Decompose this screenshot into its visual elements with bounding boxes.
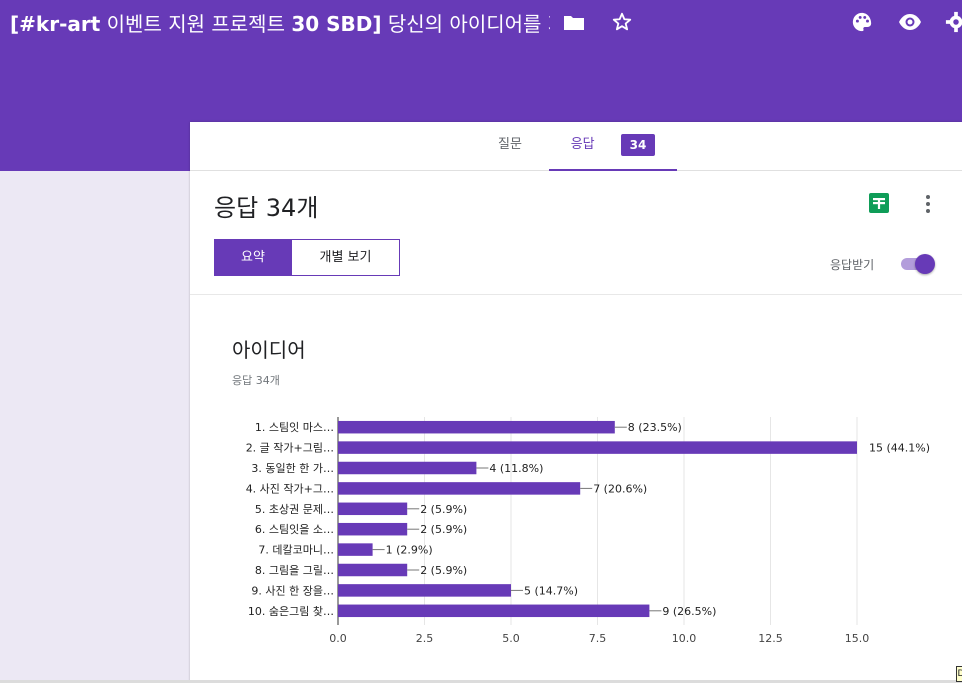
- folder-icon[interactable]: [560, 8, 588, 36]
- category-label: 4. 사진 작가+그…: [246, 482, 334, 495]
- x-tick-label: 0.0: [329, 632, 347, 645]
- response-count-badge: 34: [620, 133, 656, 156]
- bar: [338, 604, 650, 618]
- value-label: 4 (11.8%): [489, 462, 543, 475]
- x-tick-label: 5.0: [502, 632, 520, 645]
- bar: [338, 420, 615, 434]
- category-label: 7. 데칼코마니…: [258, 544, 334, 557]
- eye-icon[interactable]: [896, 8, 924, 36]
- bar: [338, 522, 408, 536]
- bar: [338, 441, 857, 454]
- bar: [338, 482, 581, 495]
- form-title-part: 30 SBD]: [291, 12, 382, 36]
- category-label: 9. 사진 한 장을…: [251, 584, 334, 597]
- value-label: 2 (5.9%): [420, 523, 467, 536]
- page-background: [0, 171, 190, 683]
- individual-toggle-button[interactable]: 개별 보기: [291, 239, 400, 276]
- gear-icon[interactable]: [942, 8, 962, 36]
- category-label: 8. 그림을 그릴…: [255, 564, 334, 577]
- bar: [338, 461, 477, 475]
- bar: [338, 543, 373, 556]
- tab-questions[interactable]: 질문: [498, 137, 522, 152]
- response-bar-chart: 0.0 2.5 5.0 7.5 10.0 12.5 15.0 1. 스팀잇 마스… 8 (23.…: [246, 417, 930, 645]
- category-label: 2. 글 작가+그림…: [246, 442, 334, 455]
- question-title: 아이디어: [232, 338, 306, 362]
- category-label: 3. 동일한 한 가…: [251, 461, 334, 475]
- value-label: 1 (2.9%): [386, 544, 433, 557]
- value-label: 2 (5.9%): [420, 503, 467, 516]
- tab-responses-label: 응답: [570, 137, 595, 152]
- x-tick-label: 7.5: [589, 632, 607, 645]
- active-tab-indicator: [549, 169, 677, 171]
- divider: [190, 294, 962, 295]
- tab-bar: 질문 응답 34: [190, 122, 962, 171]
- value-label: 2 (5.9%): [420, 564, 467, 577]
- value-label: 9 (26.5%): [662, 605, 716, 618]
- accepting-responses-label: 응답받기: [830, 258, 875, 272]
- bar: [338, 502, 408, 516]
- x-tick-label: 10.0: [672, 632, 697, 645]
- form-title-part: [#kr-art: [10, 12, 101, 36]
- star-icon[interactable]: [608, 8, 636, 36]
- response-count-title: 응답 34개: [214, 194, 319, 222]
- form-title-part: 당신의 아이디어를 지원합니다: [387, 12, 550, 36]
- more-vert-icon[interactable]: [918, 192, 938, 216]
- question-response-count: 응답 34개: [232, 374, 280, 387]
- tooltip-stub: D: [956, 666, 962, 682]
- summary-toggle-button[interactable]: 요약: [214, 239, 292, 276]
- x-tick-label: 2.5: [416, 632, 434, 645]
- category-label: 6. 스팀잇을 소…: [255, 523, 334, 536]
- window-bottom-edge: [0, 680, 962, 683]
- form-title-part: 이벤트 지원 프로젝트: [100, 12, 292, 36]
- value-label: 15 (44.1%): [869, 442, 930, 455]
- switch-knob: [915, 254, 935, 274]
- value-label: 8 (23.5%): [628, 421, 682, 434]
- bar: [338, 584, 511, 597]
- accepting-responses-switch[interactable]: [899, 253, 937, 275]
- sheets-icon[interactable]: [868, 192, 892, 216]
- form-title[interactable]: [#kr-art 이벤트 지원 프로젝트 30 SBD] 당신의 아이디어를 지…: [10, 8, 550, 40]
- x-tick-label: 15.0: [845, 632, 870, 645]
- responses-card: 질문 응답 34 응답 34개 요약 개별 보기 응답받기 아이디어 응답 34개…: [190, 122, 962, 683]
- category-label: 10. 숨은그림 찾…: [248, 605, 334, 618]
- tab-responses[interactable]: 응답 34: [549, 122, 677, 171]
- x-tick-label: 12.5: [758, 632, 783, 645]
- category-label: 5. 초상권 문제…: [255, 503, 334, 516]
- value-label: 7 (20.6%): [593, 482, 647, 495]
- bar: [338, 563, 408, 577]
- value-label: 5 (14.7%): [524, 584, 578, 597]
- category-label: 1. 스팀잇 마스…: [255, 421, 334, 434]
- palette-icon[interactable]: [848, 8, 876, 36]
